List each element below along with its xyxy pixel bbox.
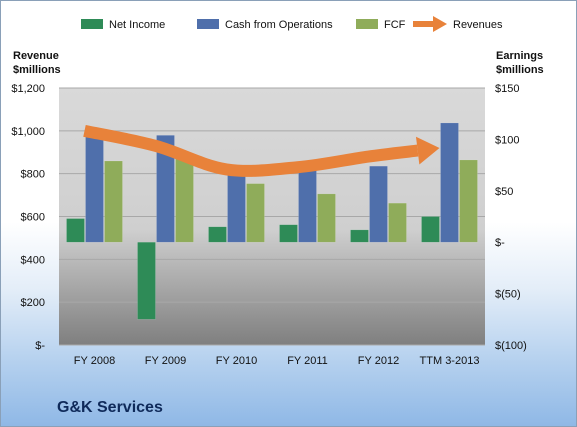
- bar-fcf: [317, 193, 336, 243]
- right-tick-label: $100: [495, 134, 519, 146]
- legend-swatch-revenues-arrow: [433, 16, 447, 32]
- chart-title: G&K Services: [57, 399, 163, 416]
- bar-fcf: [246, 183, 265, 243]
- left-tick-label: $600: [21, 212, 45, 224]
- x-tick-label: FY 2009: [145, 355, 186, 367]
- bar-fcf: [104, 160, 123, 243]
- left-tick-label: $200: [21, 297, 45, 309]
- legend-swatch-cash-from-operations: [197, 19, 219, 29]
- x-tick-label: FY 2010: [216, 355, 257, 367]
- bar-cash-from-operations: [156, 135, 175, 243]
- left-tick-label: $-: [35, 340, 45, 352]
- left-tick-label: $1,200: [11, 83, 45, 95]
- right-tick-label: $(100): [495, 340, 527, 352]
- bar-net-income: [421, 216, 440, 243]
- right-tick-label: $150: [495, 83, 519, 95]
- left-tick-label: $400: [21, 254, 45, 266]
- x-tick-label: FY 2011: [287, 355, 328, 367]
- left-axis-title-line1: Revenue: [13, 50, 59, 62]
- bar-fcf: [175, 158, 194, 243]
- bar-cash-from-operations: [227, 166, 246, 243]
- right-axis-title-line2: $millions: [496, 64, 544, 76]
- legend-label: Cash from Operations: [225, 19, 333, 31]
- x-tick-label: TTM 3-2013: [420, 355, 480, 367]
- right-tick-label: $-: [495, 237, 505, 249]
- x-tick-label: FY 2012: [358, 355, 399, 367]
- revenues-arrowhead: [415, 136, 440, 165]
- left-axis-title: Revenue $millions: [13, 49, 61, 77]
- left-axis-title-line2: $millions: [13, 64, 61, 76]
- bar-cash-from-operations: [369, 165, 388, 243]
- right-axis-title-line1: Earnings: [496, 50, 544, 62]
- bar-fcf: [459, 159, 478, 243]
- bar-net-income: [137, 241, 156, 320]
- bar-cash-from-operations: [85, 135, 104, 243]
- bar-fcf: [388, 202, 407, 243]
- x-tick-label: FY 2008: [74, 355, 115, 367]
- bar-cash-from-operations: [440, 122, 459, 243]
- left-tick-label: $800: [21, 169, 45, 181]
- right-axis-title: Earnings $millions: [496, 49, 544, 77]
- legend-swatch-revenues-line: [413, 21, 435, 27]
- legend-label: Revenues: [453, 19, 503, 31]
- right-tick-label: $(50): [495, 289, 521, 301]
- legend-label: Net Income: [109, 19, 165, 31]
- right-tick-label: $50: [495, 186, 513, 198]
- bar-net-income: [279, 224, 298, 243]
- legend-swatch-net-income: [81, 19, 103, 29]
- bar-net-income: [66, 218, 85, 243]
- legend-label: FCF: [384, 19, 406, 31]
- bar-net-income: [208, 226, 227, 243]
- bar-net-income: [350, 229, 369, 243]
- bar-cash-from-operations: [298, 169, 317, 243]
- legend-swatch-fcf: [356, 19, 378, 29]
- left-tick-label: $1,000: [11, 126, 45, 138]
